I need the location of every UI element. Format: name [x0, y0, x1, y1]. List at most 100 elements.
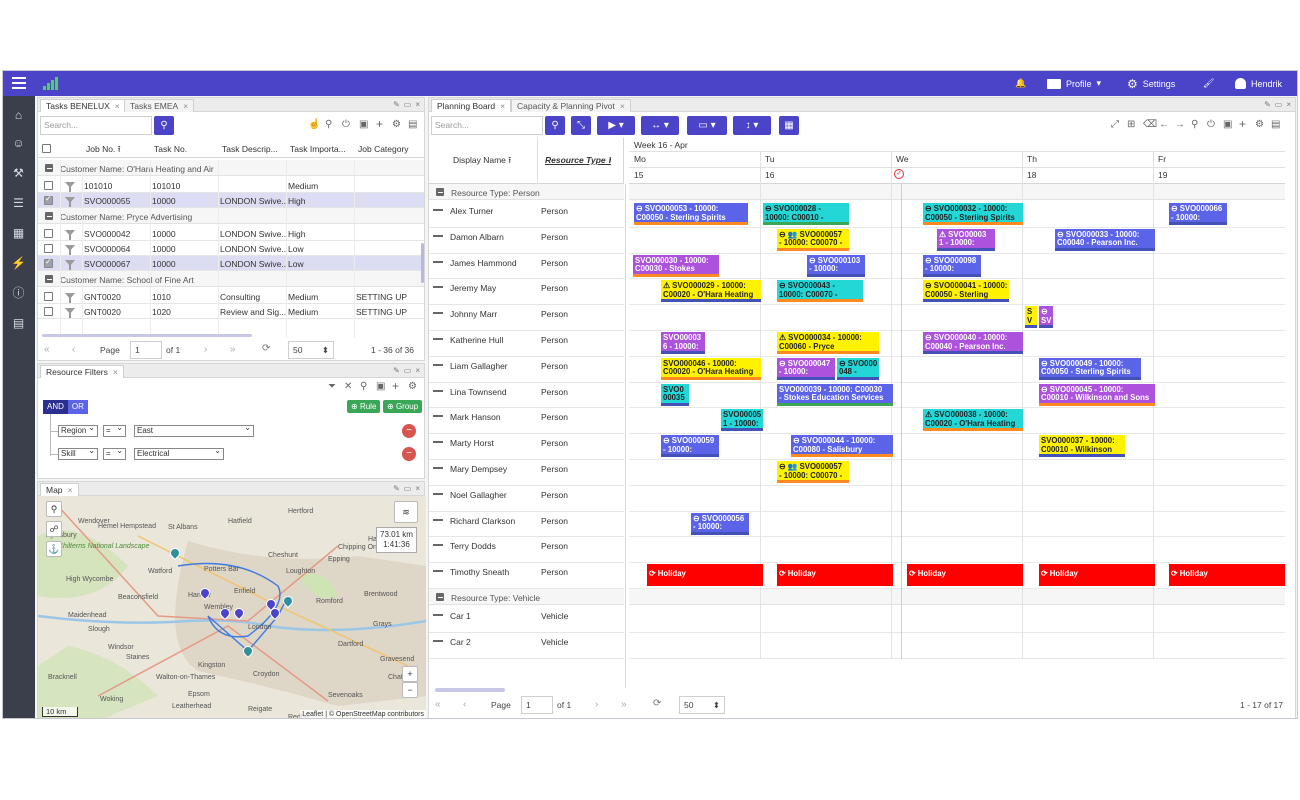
- resource-row[interactable]: James Hammond Person: [429, 254, 624, 280]
- drag-handle-icon[interactable]: [433, 441, 443, 444]
- filter-icon[interactable]: ⏷: [328, 381, 336, 392]
- close-icon[interactable]: ×: [114, 101, 120, 111]
- pointer-icon[interactable]: ☝: [308, 119, 321, 130]
- task-block[interactable]: ⊖ SVO000056- 10000:: [691, 512, 749, 535]
- next-page-icon[interactable]: ›: [595, 699, 599, 710]
- plug-icon[interactable]: ⚡: [11, 256, 26, 270]
- drag-handle-icon[interactable]: [433, 614, 443, 616]
- select-all-checkbox[interactable]: [42, 144, 51, 153]
- power-icon[interactable]: ⏻: [342, 119, 350, 130]
- minimize-icon[interactable]: ▭: [1274, 100, 1283, 109]
- drag-handle-icon[interactable]: [433, 415, 443, 418]
- col-resource-type[interactable]: Resource Type ⭱: [545, 155, 611, 165]
- clipboard-icon[interactable]: ▤: [12, 316, 25, 330]
- task-block[interactable]: SVO000030 - 10000: C00030 - Stokes: [633, 254, 719, 277]
- drag-handle-icon[interactable]: [433, 286, 443, 289]
- rule-field-select[interactable]: Region: [58, 423, 98, 437]
- task-block[interactable]: ⊖ 👥 SVO000057- 10000: C00070 -: [777, 461, 849, 483]
- resource-row[interactable]: Katherine Hull Person: [429, 331, 624, 357]
- tab-tasks-emea[interactable]: Tasks EMEA ×: [124, 99, 195, 112]
- table-row[interactable]: SVO000055 10000 LONDON Swive...High: [38, 193, 424, 208]
- task-block[interactable]: ⊖ SVO000043 -10000: C00070 -: [777, 280, 863, 303]
- next-page-icon[interactable]: ›: [204, 344, 208, 355]
- table-row[interactable]: 101010 101010 Medium: [38, 178, 424, 193]
- collapse-icon[interactable]: [436, 188, 444, 196]
- collapse-icon[interactable]: [45, 164, 53, 172]
- task-block[interactable]: ⊖ SVO000066- 10000:: [1169, 203, 1227, 225]
- page-size-select[interactable]: 50 ⬍: [288, 341, 334, 359]
- menu-icon[interactable]: [12, 77, 26, 89]
- close-icon[interactable]: ×: [415, 484, 420, 493]
- horizontal-scrollbar[interactable]: [435, 688, 505, 692]
- page-input[interactable]: 1: [130, 341, 162, 359]
- add-icon[interactable]: +: [392, 379, 400, 393]
- grid-splitter[interactable]: [625, 184, 626, 688]
- drag-handle-icon[interactable]: [433, 389, 443, 392]
- col-job-no[interactable]: Job No. ⭱: [86, 144, 121, 154]
- drag-handle-icon[interactable]: [433, 312, 443, 315]
- row-checkbox[interactable]: [44, 292, 53, 301]
- close-icon[interactable]: ×: [67, 485, 73, 495]
- add-group-button[interactable]: ⊕ Group: [383, 400, 423, 413]
- drag-handle-icon[interactable]: [433, 209, 443, 211]
- rule-operator-select[interactable]: =: [103, 423, 126, 437]
- zoom-out-button[interactable]: −: [402, 682, 418, 698]
- close-icon[interactable]: ×: [183, 101, 189, 111]
- task-block[interactable]: ⟳ Holiday: [777, 564, 893, 587]
- tab-capacity-pivot[interactable]: Capacity & Planning Pivot ×: [511, 99, 631, 112]
- sliders-icon[interactable]: ☰: [13, 196, 24, 210]
- add-rule-button[interactable]: ⊕ Rule: [347, 400, 381, 413]
- drag-handle-icon[interactable]: [433, 518, 443, 521]
- task-block[interactable]: SVO00003 6 - 10000:: [661, 332, 705, 354]
- resource-row[interactable]: Mary Dempsey Person: [429, 460, 624, 486]
- task-block[interactable]: ⊖ SVO000028 -10000: C00010 -: [763, 203, 849, 225]
- minimize-icon[interactable]: ▭: [403, 100, 412, 109]
- users-icon[interactable]: ☺: [12, 136, 25, 150]
- hierarchy-icon[interactable]: ⊞: [1127, 119, 1136, 130]
- resource-row[interactable]: Lina Townsend Person: [429, 383, 624, 409]
- row-checkbox[interactable]: [44, 307, 53, 316]
- tasks-search-input[interactable]: Search...: [40, 116, 152, 135]
- drag-handle-icon[interactable]: [433, 260, 443, 263]
- refresh-icon[interactable]: ⟳: [653, 698, 662, 709]
- profile-menu[interactable]: Profile ▾: [1047, 71, 1101, 96]
- resource-row[interactable]: Johnny Marr Person: [429, 305, 624, 331]
- document-icon[interactable]: ▤: [1271, 119, 1281, 130]
- zoom-icon[interactable]: ⚲: [1191, 119, 1199, 130]
- task-block[interactable]: ⊖ SVO000049 - 10000: C00050 - Sterling Sp…: [1039, 357, 1141, 380]
- settings-button[interactable]: ⚙ Settings: [1127, 71, 1175, 96]
- table-row[interactable]: SVO000042 10000 LONDON Swive... High: [38, 226, 424, 241]
- home-icon[interactable]: ⌂: [14, 108, 23, 122]
- and-button[interactable]: AND: [43, 400, 68, 414]
- tab-tasks-benelux[interactable]: Tasks BENELUX ×: [40, 99, 126, 112]
- task-block[interactable]: ⚠ SVO00003 1 - 10000:: [937, 228, 995, 251]
- drag-handle-icon[interactable]: [433, 492, 443, 495]
- close-icon[interactable]: ×: [619, 101, 625, 111]
- resource-row[interactable]: Car 1 Vehicle: [429, 607, 624, 633]
- group-row[interactable]: Resource Type: Person: [429, 184, 624, 200]
- table-row[interactable]: GNT0020 1010 Consulting Medium SETTING UP: [38, 289, 424, 304]
- eraser-icon[interactable]: ⌫: [1143, 119, 1158, 130]
- group-row[interactable]: Customer Name: O'Hara Heating and Air: [38, 160, 424, 176]
- task-block[interactable]: ⊖ SV: [1039, 306, 1053, 329]
- first-page-icon[interactable]: «: [44, 344, 50, 355]
- page-size-select[interactable]: 50 ⬍: [679, 696, 725, 714]
- minimize-icon[interactable]: ▭: [403, 366, 412, 375]
- bell-icon[interactable]: 🔔: [1015, 78, 1027, 88]
- edit-icon[interactable]: ✎: [393, 366, 400, 375]
- col-job-category[interactable]: Job Category: [358, 144, 409, 154]
- drag-handle-icon[interactable]: [433, 639, 443, 642]
- power-icon[interactable]: ⏻: [1207, 119, 1215, 130]
- task-block[interactable]: ⊖ SVO000098- 10000:: [923, 254, 981, 277]
- close-icon[interactable]: ×: [415, 100, 420, 109]
- task-block[interactable]: ⟳ Holiday: [1039, 564, 1155, 587]
- edit-icon[interactable]: ✎: [1264, 100, 1271, 109]
- rule-operator-select[interactable]: =: [103, 446, 126, 460]
- horizontal-scrollbar[interactable]: [42, 334, 252, 337]
- col-task-no[interactable]: Task No.: [154, 144, 188, 154]
- row-checkbox[interactable]: [44, 229, 53, 238]
- map-attribution[interactable]: Leaflet | © OpenStreetMap contributors: [300, 710, 426, 718]
- task-block[interactable]: ⊖ SVO000059- 10000:: [661, 435, 719, 458]
- arrow-right-icon[interactable]: →: [1175, 119, 1185, 130]
